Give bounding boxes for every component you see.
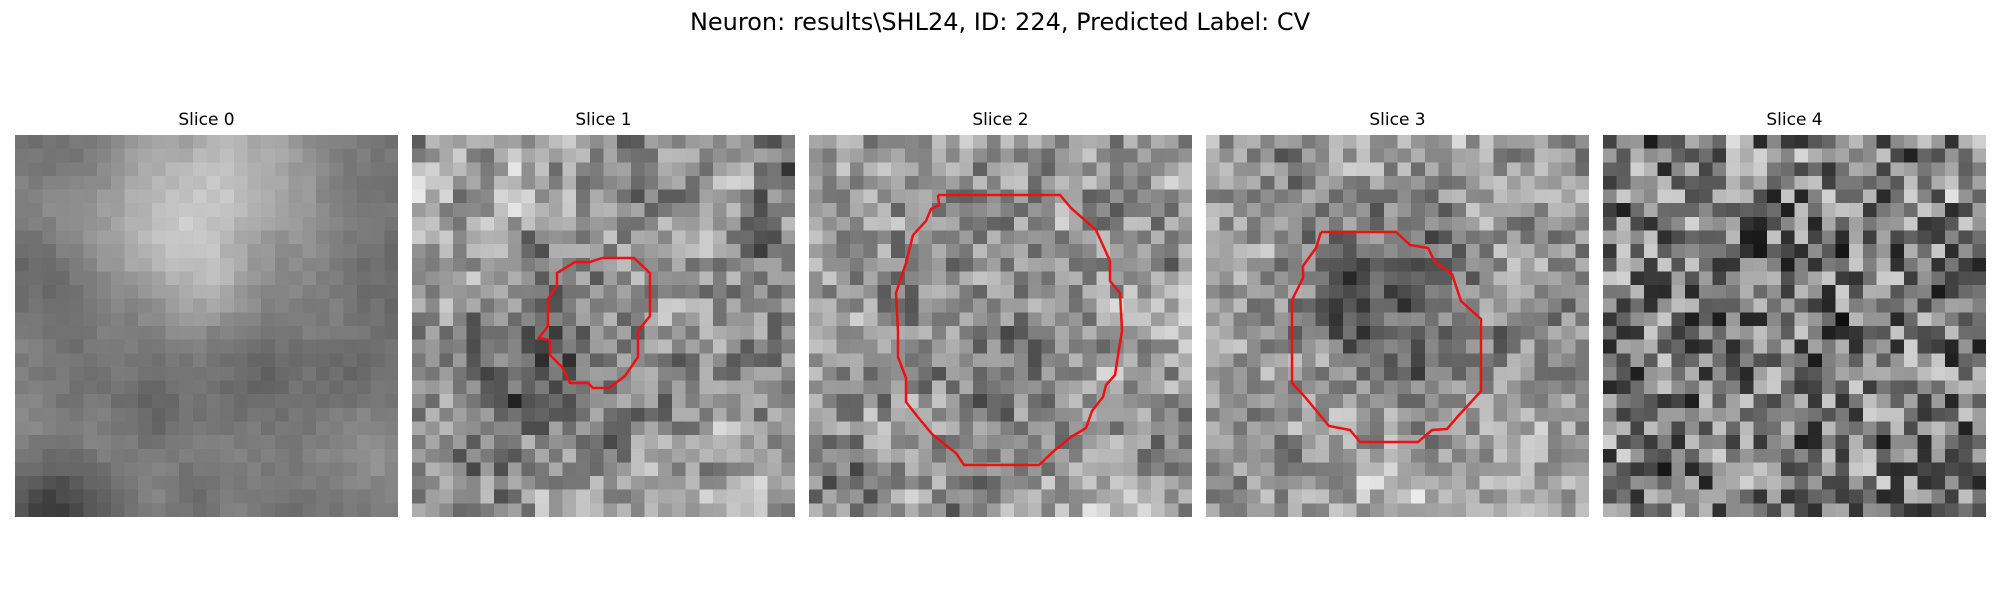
slice-2-title: Slice 2	[972, 110, 1029, 130]
figure-title: Neuron: results\SHL24, ID: 224, Predicte…	[689, 8, 1311, 36]
slice-3-panel	[1206, 135, 1589, 517]
slice-2-panel	[809, 135, 1192, 517]
slice-0-panel	[15, 135, 398, 517]
slice-1-panel	[412, 135, 795, 517]
slice-3-image	[1206, 135, 1589, 517]
slice-1-contour	[536, 256, 652, 390]
slice-0-image	[15, 135, 398, 517]
slice-1-title: Slice 1	[575, 110, 632, 130]
slice-1-image	[412, 135, 795, 517]
slice-2-contour	[894, 193, 1124, 467]
slice-4-image	[1603, 135, 1986, 517]
slice-0-title: Slice 0	[178, 110, 235, 130]
slice-3-title: Slice 3	[1369, 110, 1426, 130]
slice-2-image	[809, 135, 1192, 517]
slice-3-contour	[1290, 230, 1483, 444]
slice-4-title: Slice 4	[1766, 110, 1823, 130]
slice-4-panel	[1603, 135, 1986, 517]
